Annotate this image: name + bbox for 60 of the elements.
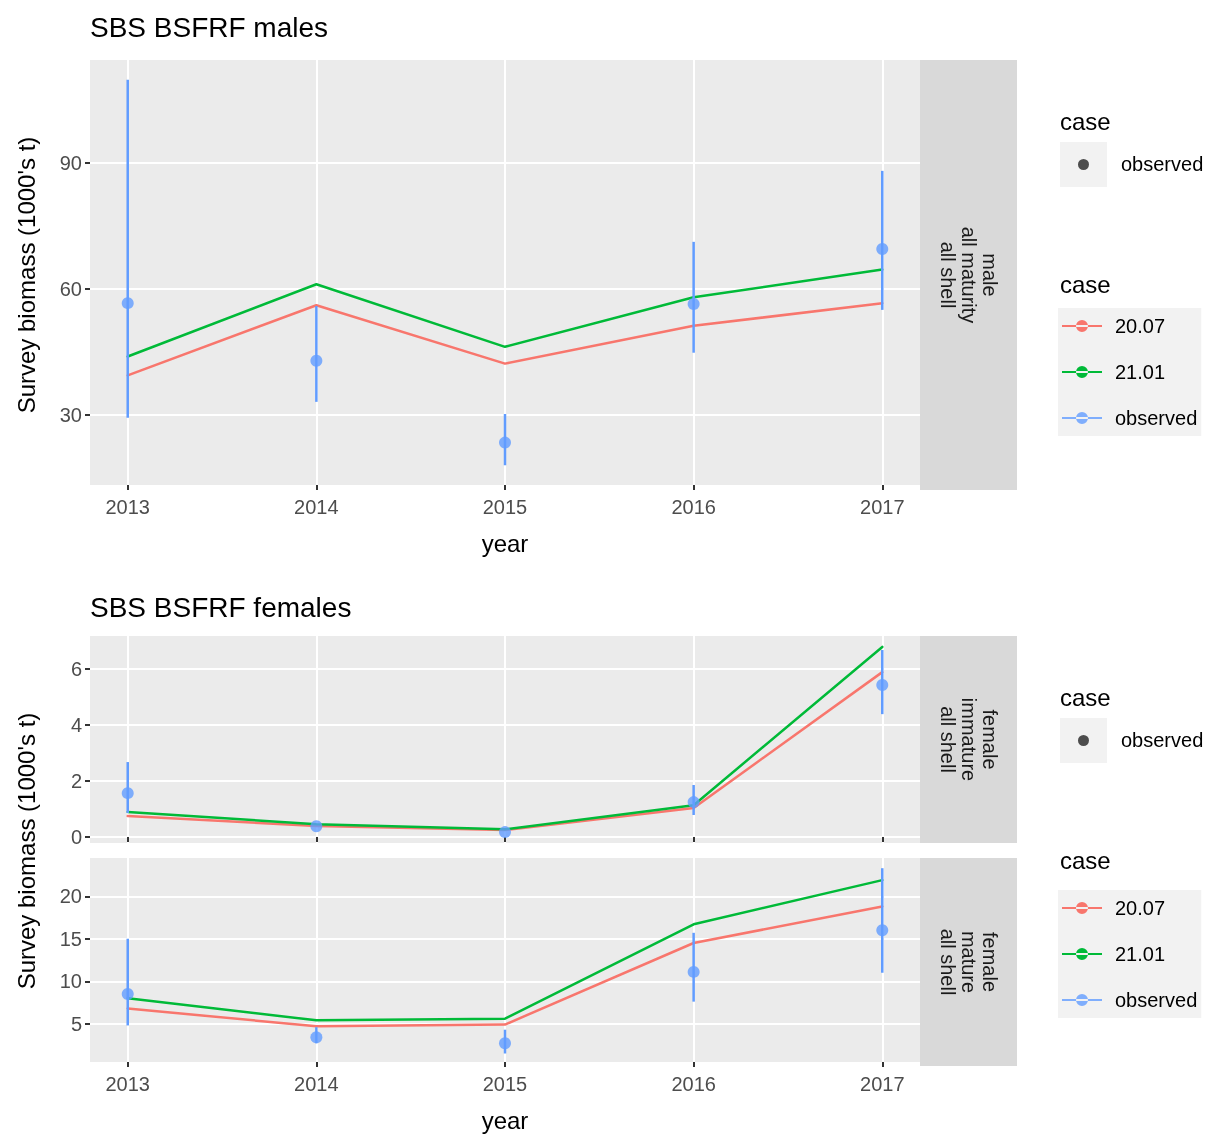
y-tick-label: 2 [70,770,82,793]
text: female mature all shell [936,928,1001,996]
y-axis-title: Survey biomass (1000's t) [13,136,41,414]
text: female immature all shell [936,697,1001,782]
y-tick-label: 5 [70,1012,82,1035]
y-tick-label: 20 [59,885,82,908]
x-tick-label: 2016 [671,1073,716,1095]
text: observed [1121,153,1204,176]
text: case [1060,684,1112,712]
x-tick-label: 2017 [860,1073,905,1095]
point [310,820,323,833]
x-tick-label: 2014 [294,1073,339,1095]
legend-title: case [1060,270,1111,298]
legend-label: observed [1115,989,1198,1011]
line-series [126,905,884,1028]
y-axis-title: Survey biomass (1000's t) [13,712,41,990]
x-tick-label: 2015 [482,1073,528,1095]
chart-title: SBS BSFRF males [90,11,329,43]
y-tick-label: 60 [59,277,82,300]
line-series [126,301,884,377]
legend-label: observed [1115,407,1198,429]
x-tick-label: 2013 [105,496,150,518]
point [499,826,511,839]
y-tick-label: 90 [59,151,82,174]
point [499,1037,511,1050]
legend-label: 21.01 [1115,943,1166,965]
point [876,242,889,255]
line-series [126,268,884,358]
point [121,787,134,800]
y-tick-label: 30 [59,403,82,426]
x-tick-label: 2017 [860,496,905,518]
x-tick-label: 2016 [671,496,716,518]
legend-label: 20.07 [1115,897,1166,919]
y-tick-label: 4 [70,714,82,737]
x-tick-label: 2014 [294,496,339,518]
point [310,354,323,367]
y-tick-label: 6 [70,658,82,681]
point [121,297,134,310]
legend-label: 21.01 [1115,361,1166,383]
chart-title: SBS BSFRF females [90,591,352,623]
point [121,988,134,1000]
x-tick-label: 2015 [482,496,528,518]
y-tick-label: 10 [59,970,82,993]
x-axis-title: year [481,1106,529,1134]
point [876,924,889,937]
point [499,436,511,449]
point [310,1031,323,1044]
y-tick-label: 0 [70,826,82,849]
x-tick-label: 2013 [105,1073,150,1095]
y-tick-label: 15 [59,927,82,950]
text: male all maturity all shell [936,226,1001,324]
legend-label: 20.07 [1115,315,1166,337]
point [687,796,700,809]
point [876,679,889,692]
point [687,298,700,310]
text: observed [1121,729,1204,752]
legend-title: case [1060,846,1111,874]
x-axis-title: year [481,529,529,557]
text: case [1060,108,1112,136]
point [687,965,700,978]
